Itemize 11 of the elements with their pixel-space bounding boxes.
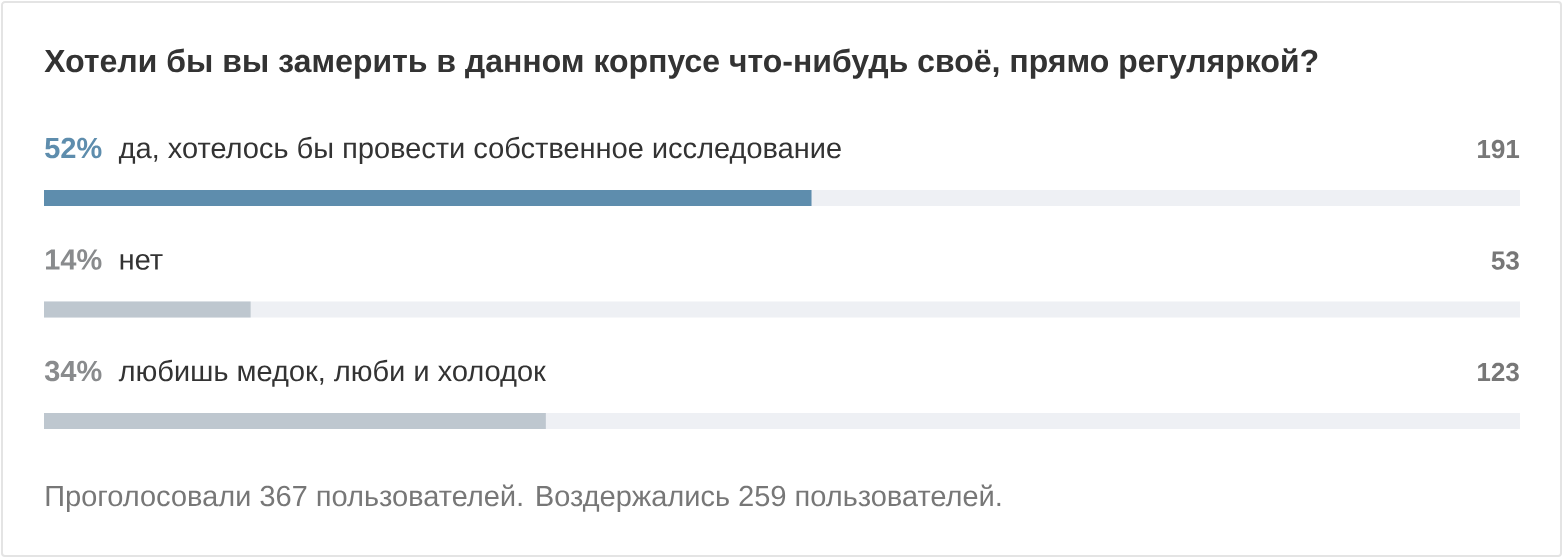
data-label: 14%	[46, 249, 102, 270]
annotation: 123	[1478, 362, 1519, 382]
data-label: 34%	[44, 360, 102, 382]
chart-title: Хотели бы вы замерить в данном корпусе что-нибудь своё, прямо регуляркой?	[44, 48, 1318, 79]
y-tick-label: любишь медок, люби и холодок	[118, 359, 546, 387]
text: Проголосовали 367 пользователей. Воздержались 259 пользователей.	[46, 484, 1001, 513]
y-tick-label: да, хотелось бы провести собственное исследование	[118, 136, 841, 165]
data-label: 52%	[45, 137, 102, 159]
y-tick-label: нет	[120, 253, 163, 270]
annotation: 53	[1491, 251, 1519, 270]
annotation: 191	[1478, 139, 1520, 159]
